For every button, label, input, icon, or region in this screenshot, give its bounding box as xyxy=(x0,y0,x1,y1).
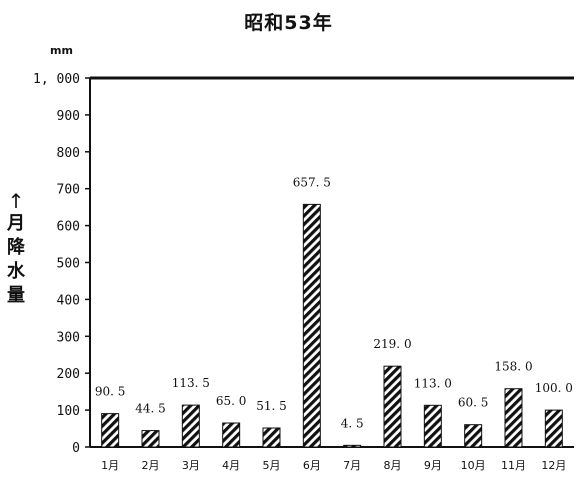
x-tick-label: 11月 xyxy=(501,459,526,472)
bar xyxy=(544,409,563,448)
x-tick-label: 1月 xyxy=(101,459,119,472)
data-label: 44. 5 xyxy=(135,402,166,416)
x-tick-label: 12月 xyxy=(541,459,566,472)
bar xyxy=(101,413,120,448)
labels: 90. 5 1月 44. 5 2月 113. 5 3月 65. 0 4月 51. 5 5月 657.… xyxy=(95,175,573,472)
data-label: 4. 5 xyxy=(341,416,364,430)
x-tick-label: 2月 xyxy=(142,459,160,472)
data-label: 219. 0 xyxy=(373,337,411,351)
data-label: 90. 5 xyxy=(95,385,126,399)
bars xyxy=(101,203,563,448)
y-tick-label: 1, 000 xyxy=(33,72,80,87)
data-label: 158. 0 xyxy=(494,360,532,374)
y-tick-label: 800 xyxy=(57,146,80,161)
bar xyxy=(222,422,241,448)
data-label: 657. 5 xyxy=(293,175,331,189)
x-tick-label: 8月 xyxy=(384,459,402,472)
x-tick-label: 3月 xyxy=(182,459,200,472)
bar xyxy=(302,203,321,448)
data-label: 60. 5 xyxy=(458,396,489,410)
x-tick-label: 6月 xyxy=(303,459,321,472)
y-tick-label: 0 xyxy=(72,441,80,456)
y-tick-label: 400 xyxy=(57,293,80,308)
chart-title: 昭和53年 xyxy=(244,12,333,34)
y-axis-unit: mm xyxy=(50,44,73,57)
data-label: 51. 5 xyxy=(256,399,287,413)
y-tick-label: 500 xyxy=(57,257,80,272)
y-tick-label: 600 xyxy=(57,220,80,235)
x-tick-label: 9月 xyxy=(424,459,442,472)
data-label: 113. 5 xyxy=(172,376,210,390)
bar xyxy=(464,424,483,448)
data-label: 113. 0 xyxy=(414,376,452,390)
bar xyxy=(383,365,402,448)
y-tick-label: 700 xyxy=(57,183,80,198)
bar xyxy=(262,427,281,448)
bar xyxy=(504,388,523,448)
x-tick-label: 4月 xyxy=(222,459,240,472)
x-tick-label: 7月 xyxy=(343,459,361,472)
bar xyxy=(423,404,442,448)
data-label: 100. 0 xyxy=(535,381,573,395)
y-tick-label: 200 xyxy=(57,367,80,382)
x-tick-label: 10月 xyxy=(461,459,486,472)
y-axis-label: ↑ 月降水量 xyxy=(4,190,28,308)
y-tick-label: 900 xyxy=(57,109,80,124)
bar xyxy=(343,444,362,448)
axes: 0 100 200 300 400 500 600 700 800 900 1, 000 xyxy=(33,72,574,456)
bar xyxy=(141,430,160,448)
y-axis-label-text: 月降水量 xyxy=(7,213,25,306)
bar xyxy=(181,404,200,448)
x-tick-label: 5月 xyxy=(263,459,281,472)
up-arrow-icon: ↑ xyxy=(7,189,25,213)
y-tick-label: 300 xyxy=(57,330,80,345)
y-tick-label: 100 xyxy=(57,404,80,419)
data-label: 65. 0 xyxy=(216,394,247,408)
